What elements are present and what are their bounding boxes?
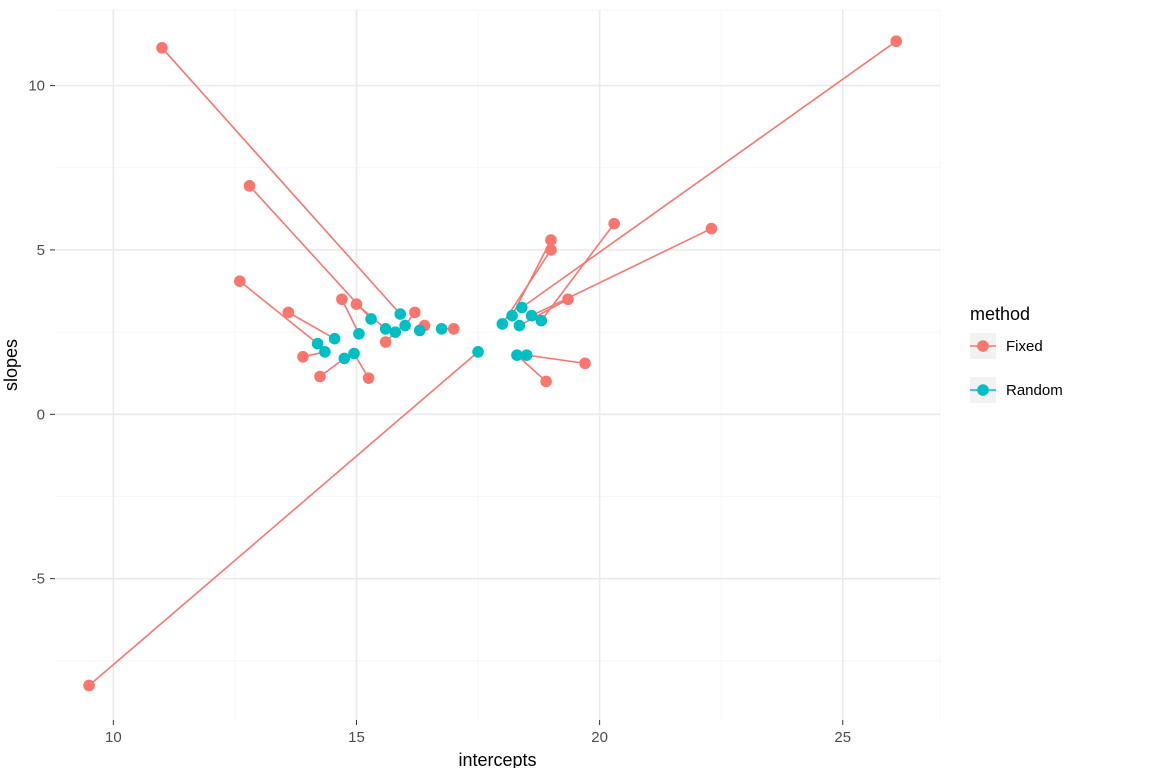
point-random bbox=[436, 323, 448, 335]
point-fixed bbox=[448, 323, 460, 335]
x-tick-label: 10 bbox=[105, 729, 122, 746]
legend-label: Fixed bbox=[1006, 338, 1043, 355]
x-tick-label: 15 bbox=[348, 729, 365, 746]
scatter-chart: 10 15 20 25 -5 0 5 10 intercepts slopes method Fixe… bbox=[0, 0, 1152, 768]
legend-key-point bbox=[977, 384, 989, 396]
point-random bbox=[390, 326, 402, 338]
point-fixed bbox=[156, 42, 168, 54]
point-fixed bbox=[297, 351, 309, 363]
point-fixed bbox=[545, 234, 557, 246]
x-tick-label: 20 bbox=[591, 729, 608, 746]
point-random bbox=[506, 310, 518, 322]
x-tick-label: 25 bbox=[834, 729, 851, 746]
point-random bbox=[535, 315, 547, 327]
y-tick-label: 5 bbox=[37, 242, 45, 259]
point-fixed bbox=[409, 307, 421, 319]
point-fixed bbox=[234, 275, 246, 287]
point-random bbox=[399, 320, 411, 332]
plot-panel bbox=[55, 10, 940, 720]
point-random bbox=[516, 302, 528, 314]
y-tick-label: -5 bbox=[32, 571, 45, 588]
y-tick-label: 10 bbox=[28, 78, 45, 95]
point-fixed bbox=[244, 180, 256, 192]
chart-container: 10 15 20 25 -5 0 5 10 intercepts slopes method Fixe… bbox=[0, 0, 1152, 768]
point-fixed bbox=[283, 307, 295, 319]
point-fixed bbox=[380, 336, 392, 348]
legend-label: Random bbox=[1006, 382, 1063, 399]
legend-key-point bbox=[977, 340, 989, 352]
y-tick-label: 0 bbox=[37, 406, 45, 423]
point-random bbox=[497, 318, 509, 330]
point-random bbox=[394, 308, 406, 320]
point-fixed bbox=[83, 680, 95, 692]
point-random bbox=[348, 348, 360, 360]
y-axis-title: slopes bbox=[1, 339, 21, 391]
point-fixed bbox=[545, 244, 557, 256]
point-random bbox=[319, 346, 331, 358]
point-fixed bbox=[540, 376, 552, 388]
point-random bbox=[511, 349, 523, 361]
point-fixed bbox=[363, 372, 375, 384]
point-fixed bbox=[608, 218, 620, 230]
point-random bbox=[472, 346, 484, 358]
point-random bbox=[329, 333, 341, 345]
point-random bbox=[365, 313, 377, 325]
point-fixed bbox=[351, 298, 363, 310]
point-random bbox=[414, 325, 426, 337]
point-fixed bbox=[562, 293, 574, 305]
point-fixed bbox=[314, 371, 326, 383]
x-axis-title: intercepts bbox=[458, 750, 536, 768]
point-fixed bbox=[890, 35, 902, 47]
point-random bbox=[353, 328, 365, 340]
point-fixed bbox=[579, 358, 591, 370]
point-random bbox=[514, 320, 526, 332]
point-fixed bbox=[336, 293, 348, 305]
point-fixed bbox=[706, 223, 718, 235]
legend-title: method bbox=[970, 304, 1030, 324]
